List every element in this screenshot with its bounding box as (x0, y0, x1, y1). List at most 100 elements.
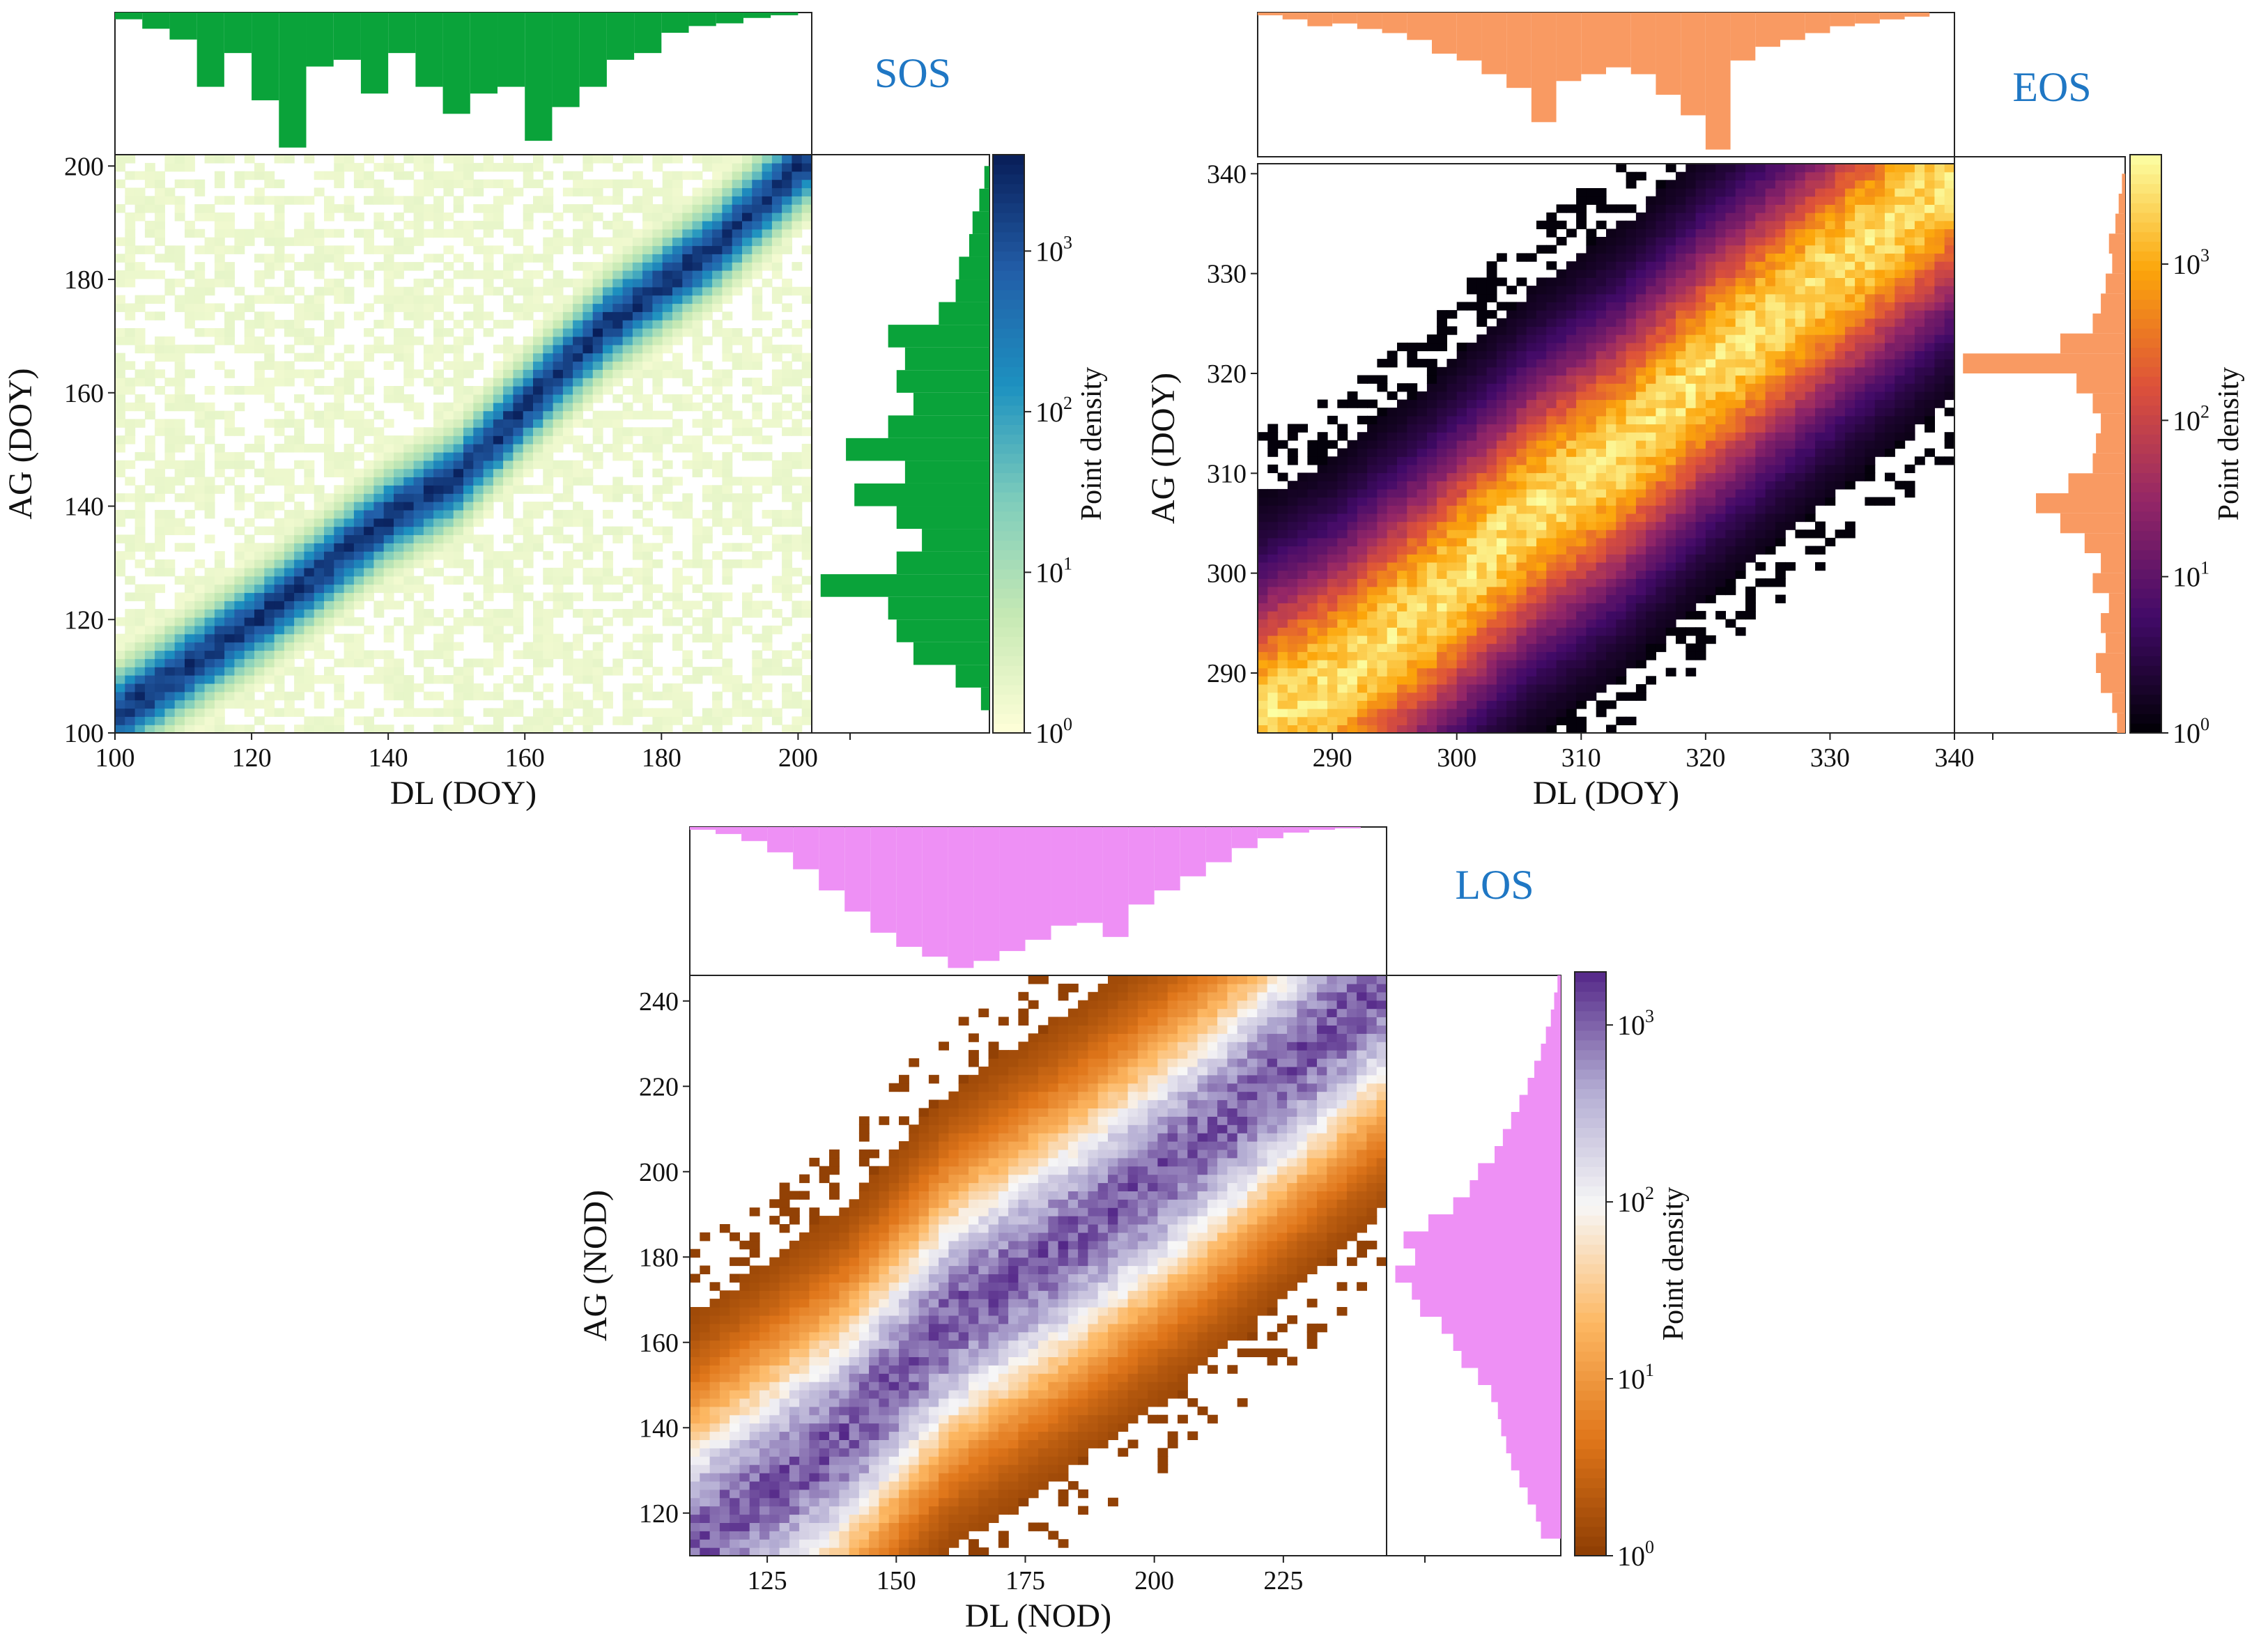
eos-density-cell (1367, 725, 1378, 734)
eos-density-cell (1377, 432, 1388, 441)
eos-density-cell (1516, 415, 1527, 425)
sos-density-cell (284, 295, 295, 304)
eos-density-cell (1407, 350, 1418, 359)
sos-density-cell (214, 584, 225, 594)
sos-density-cell (443, 658, 454, 667)
eos-density-cell (1327, 651, 1338, 660)
sos-density-cell (543, 419, 554, 428)
sos-density-cell (523, 435, 534, 444)
sos-density-cell (583, 336, 594, 346)
sos-density-cell (423, 477, 434, 486)
sos-colorbar-segment (993, 289, 1024, 300)
eos-density-cell (1476, 359, 1488, 368)
sos-density-cell (115, 155, 125, 164)
sos-density-cell (134, 559, 146, 569)
eos-density-cell (1546, 497, 1557, 506)
eos-density-cell (1566, 578, 1577, 587)
sos-density-cell (194, 303, 206, 312)
sos-density-cell (364, 502, 374, 511)
eos-density-cell (1546, 293, 1557, 302)
sos-density-cell (801, 187, 812, 196)
sos-colorbar-segment (993, 318, 1024, 329)
sos-density-cell (782, 683, 792, 693)
sos-density-cell (771, 386, 782, 395)
sos-density-cell (194, 328, 206, 337)
eos-density-cell (1407, 603, 1418, 612)
sos-density-cell (632, 394, 643, 403)
sos-density-cell (722, 254, 733, 263)
sos-density-cell (622, 229, 633, 238)
sos-density-cell (533, 386, 543, 395)
eos-density-cell (1277, 488, 1288, 498)
sos-density-cell (483, 410, 494, 420)
eos-density-cell (1496, 594, 1507, 603)
sos-density-cell (692, 534, 703, 543)
eos-density-cell (1536, 586, 1547, 596)
eos-density-cell (1377, 627, 1388, 636)
sos-density-cell (433, 518, 444, 527)
sos-density-cell (752, 551, 763, 560)
sos-density-cell (174, 386, 185, 395)
eos-density-cell (1407, 660, 1418, 669)
sos-density-cell (792, 658, 803, 667)
sos-density-cell (144, 551, 155, 560)
sos-density-cell (185, 691, 195, 701)
sos-density-cell (652, 220, 663, 230)
eos-density-cell (1357, 651, 1368, 660)
eos-density-cell (1576, 578, 1587, 587)
sos-density-cell (473, 444, 484, 453)
eos-density-cell (1317, 513, 1328, 523)
sos-density-cell (483, 567, 494, 577)
eos-density-cell (1317, 627, 1328, 636)
sos-density-cell (443, 229, 454, 238)
eos-density-cell (1476, 399, 1488, 408)
sos-density-cell (473, 683, 484, 693)
sos-density-cell (702, 394, 713, 403)
sos-density-cell (423, 493, 434, 502)
eos-density-cell (1387, 391, 1398, 401)
sos-density-cell (722, 675, 733, 684)
eos-density-cell (1526, 684, 1537, 693)
sos-density-cell (274, 642, 285, 651)
sos-density-cell (583, 451, 594, 461)
sos-density-cell (115, 402, 125, 412)
sos-density-cell (473, 204, 484, 213)
eos-density-cell (1556, 359, 1567, 368)
sos-density-cell (115, 237, 125, 247)
eos-density-cell (1546, 709, 1557, 718)
eos-density-cell (1426, 667, 1437, 676)
eos-density-cell (1357, 594, 1368, 603)
sos-density-cell (403, 196, 415, 205)
eos-density-cell (1526, 359, 1537, 368)
eos-density-cell (1456, 448, 1467, 457)
eos-density-cell (1556, 318, 1567, 327)
eos-density-cell (1586, 375, 1597, 384)
eos-density-cell (1546, 277, 1557, 286)
sos-density-cell (284, 534, 295, 543)
sos-density-cell (364, 179, 374, 189)
sos-colorbar-segment (993, 279, 1024, 291)
sos-density-cell (543, 485, 554, 494)
eos-density-cell (1277, 627, 1288, 636)
sos-density-cell (782, 187, 792, 196)
eos-density-cell (1556, 627, 1567, 636)
eos-density-cell (1297, 643, 1308, 652)
sos-density-cell (672, 477, 683, 486)
sos-density-cell (513, 262, 524, 271)
sos-density-cell (762, 254, 773, 263)
sos-density-cell (115, 509, 125, 519)
sos-density-cell (274, 609, 285, 618)
eos-density-cell (1337, 456, 1348, 465)
eos-density-cell (1516, 546, 1527, 555)
eos-density-cell (1317, 578, 1328, 587)
sos-density-cell (125, 270, 136, 279)
eos-density-cell (1387, 350, 1398, 359)
sos-density-cell (702, 567, 713, 577)
sos-density-cell (373, 162, 385, 172)
sos-density-cell (443, 155, 454, 164)
sos-density-cell (144, 477, 155, 486)
eos-density-cell (1327, 603, 1338, 612)
eos-density-cell (1447, 709, 1458, 718)
eos-density-cell (1456, 546, 1467, 555)
sos-density-cell (762, 451, 773, 461)
